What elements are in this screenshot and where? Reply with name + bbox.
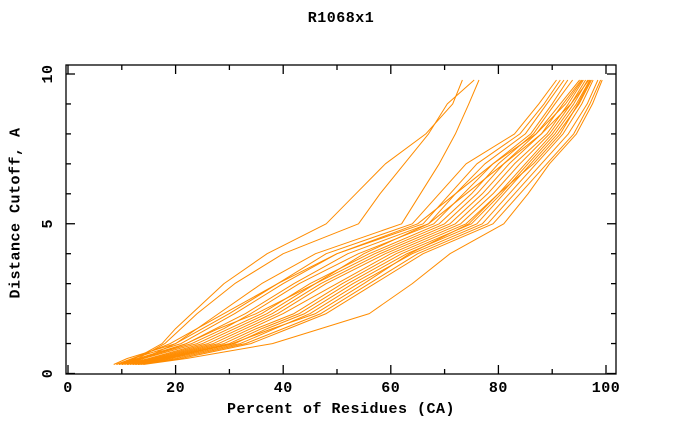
svg-text:60: 60 (381, 380, 400, 397)
y-axis-label-text: Distance Cutoff, A (7, 127, 25, 299)
x-axis-label: Percent of Residues (CA) (226, 401, 456, 418)
svg-text:40: 40 (274, 380, 293, 397)
svg-text:10: 10 (40, 64, 57, 83)
svg-text:100: 100 (592, 380, 621, 397)
svg-text:0: 0 (63, 380, 73, 397)
svg-text:0: 0 (40, 369, 57, 379)
svg-text:20: 20 (166, 380, 185, 397)
svg-text:80: 80 (489, 380, 508, 397)
svg-text:5: 5 (40, 219, 57, 229)
chart-title: R1068x1 (307, 10, 375, 27)
